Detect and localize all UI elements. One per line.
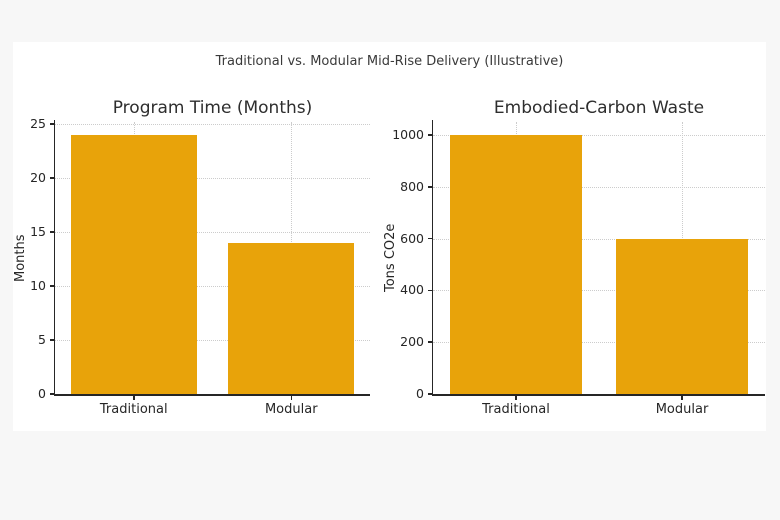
y-tick-label: 10: [30, 278, 46, 294]
y-tick: [49, 339, 54, 341]
y-tick-label: 800: [400, 178, 424, 194]
y-gridline: [55, 340, 370, 342]
y-axis-spine: [431, 120, 433, 396]
y-tick: [49, 231, 54, 233]
y-gridline: [55, 286, 370, 288]
program-time-chart: Program Time (Months) Months Traditional…: [13, 98, 370, 417]
embodied-carbon-chart: Embodied-Carbon Waste Tons CO2e Traditio…: [383, 98, 765, 417]
y-gridline: [433, 238, 765, 240]
y-tick: [427, 393, 432, 395]
bar-traditional: [70, 134, 197, 394]
x-axis-spine: [53, 394, 370, 396]
y-gridline: [55, 232, 370, 234]
y-gridline: [433, 134, 765, 136]
y-tick: [427, 186, 432, 188]
chart-title: Program Time (Months): [112, 98, 313, 118]
bar-modular: [615, 238, 749, 394]
y-axis-label: Months: [13, 234, 28, 282]
bar-modular: [228, 242, 355, 394]
y-tick-label: 400: [400, 282, 424, 298]
y-tick-label: 5: [38, 332, 46, 348]
y-tick-label: 20: [30, 170, 46, 186]
y-tick: [49, 285, 54, 287]
x-tick: [290, 395, 292, 400]
y-gridline: [55, 178, 370, 180]
y-tick: [427, 341, 432, 343]
y-tick-label: 600: [400, 230, 424, 246]
y-axis-spine: [53, 120, 55, 396]
y-gridline: [433, 342, 765, 344]
x-tick-label: Traditional: [482, 402, 550, 417]
x-tick-label: Modular: [264, 402, 318, 417]
y-tick-label: 0: [38, 386, 46, 401]
y-tick-label: 1000: [392, 126, 424, 142]
x-tick: [515, 395, 517, 400]
chart-title: Embodied-Carbon Waste: [493, 98, 705, 118]
x-axis-spine: [431, 394, 765, 396]
y-tick-label: 0: [416, 386, 424, 401]
figure: Traditional vs. Modular Mid-Rise Deliver…: [13, 42, 766, 431]
y-tick: [427, 289, 432, 292]
y-tick: [427, 134, 432, 136]
x-tick-label: Modular: [655, 402, 709, 417]
y-axis-label: Tons CO2e: [383, 223, 398, 293]
bar-traditional: [449, 134, 583, 394]
y-tick-label: 25: [30, 116, 46, 132]
figure-title: Traditional vs. Modular Mid-Rise Deliver…: [215, 54, 564, 69]
x-tick: [681, 395, 683, 400]
y-tick: [49, 393, 54, 395]
y-tick: [49, 177, 54, 179]
y-gridline: [433, 186, 765, 188]
y-gridline: [55, 124, 370, 126]
y-tick: [49, 123, 54, 125]
y-tick-label: 200: [400, 334, 424, 350]
y-tick: [427, 237, 432, 240]
x-tick-label: Traditional: [99, 402, 168, 417]
x-tick: [133, 395, 135, 400]
plot-area: Traditional Modular 0 200 400 600 800 1000: [392, 120, 765, 417]
y-gridline: [433, 290, 765, 292]
plot-area: Traditional Modular 0 5 10 15 20 25: [30, 117, 370, 417]
y-tick-label: 15: [30, 224, 46, 240]
